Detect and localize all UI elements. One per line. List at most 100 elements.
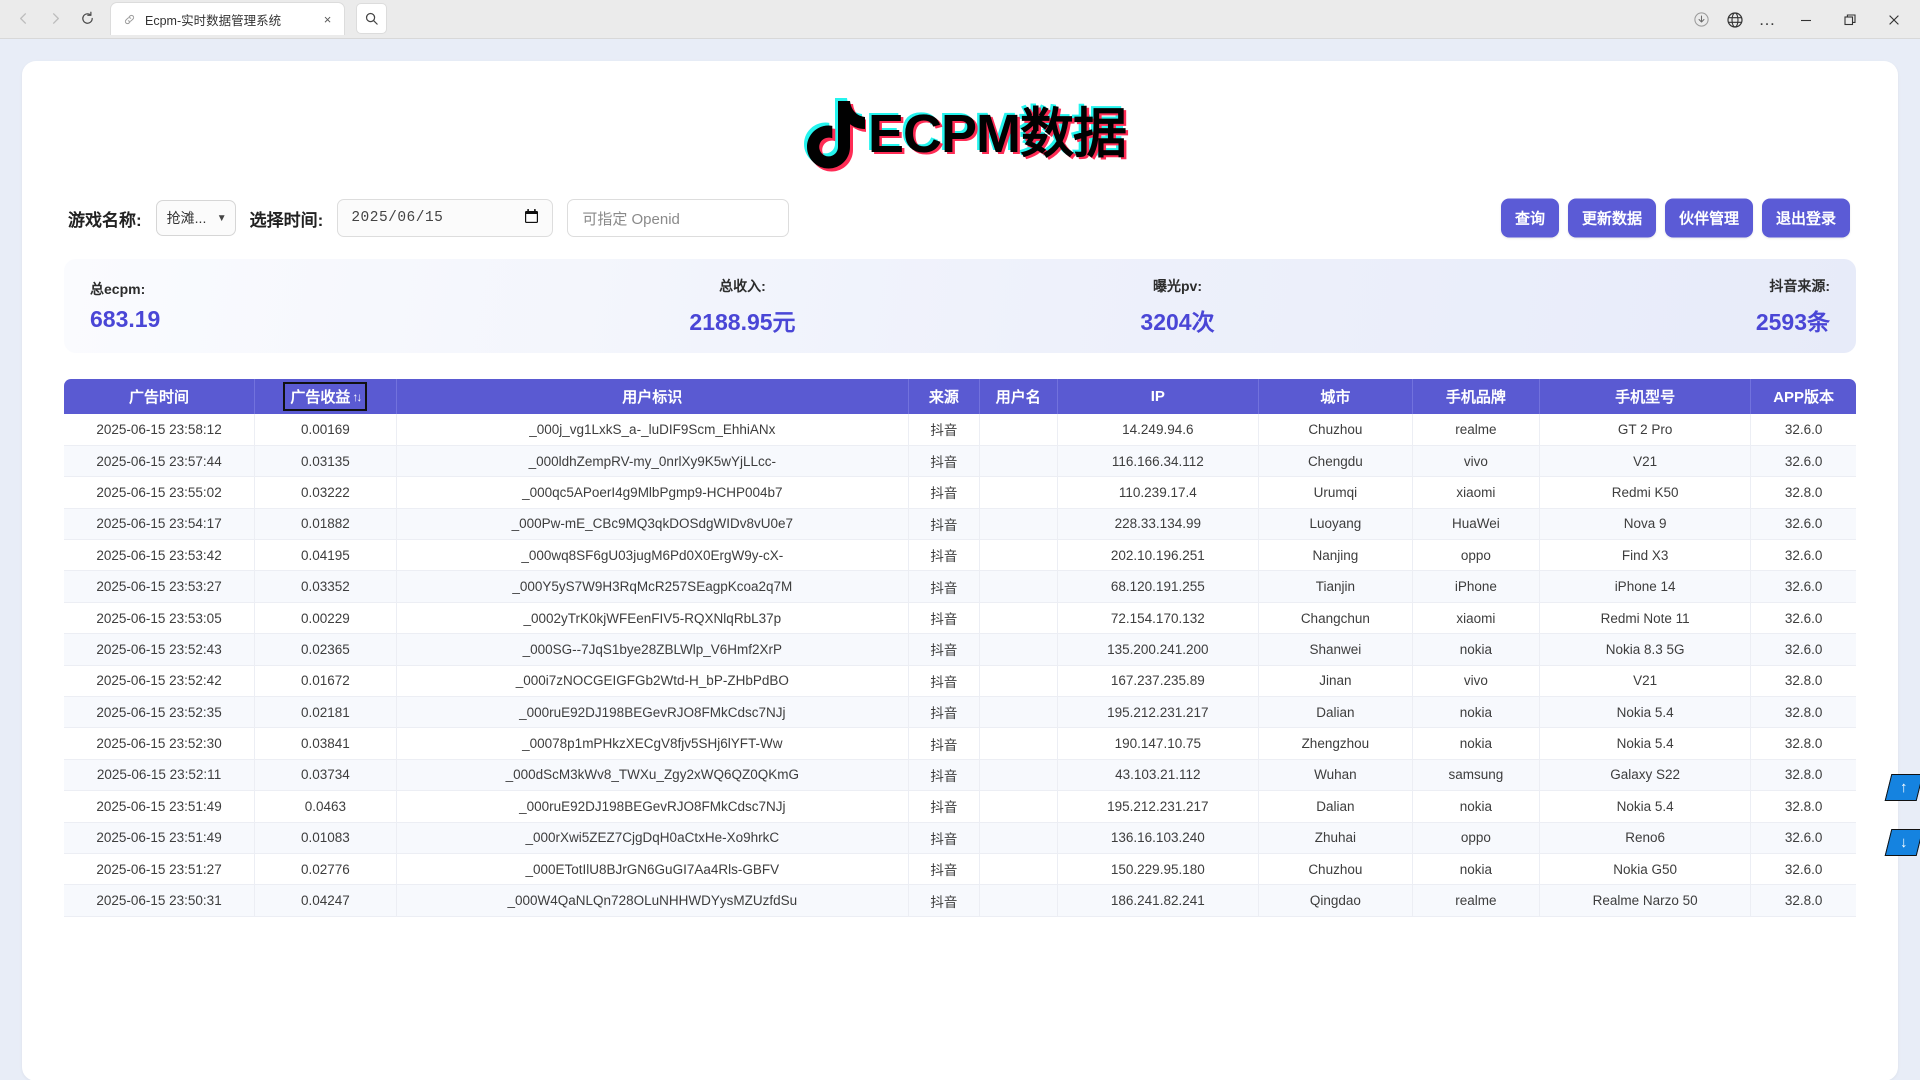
cell-time: 2025-06-15 23:53:05	[64, 602, 256, 635]
table-row[interactable]: 2025-06-15 23:53:42 0.04195 _000wq8SF6gU03…	[64, 539, 1856, 572]
scroll-down-button[interactable]: ↓	[1884, 829, 1920, 856]
chevron-down-icon: ▼	[216, 212, 227, 224]
column-header-user-id[interactable]: 用户标识	[396, 379, 909, 414]
cell-openid: _0002yTrK0kjWFEenFIV5-RQXNlqRbL37p	[396, 602, 909, 635]
download-icon[interactable]	[1685, 3, 1718, 36]
cell-revenue: 0.00229	[254, 602, 397, 635]
table-body: 2025-06-15 23:58:12 0.00169 _000j_vg1LxkS_…	[64, 414, 1856, 917]
cell-time: 2025-06-15 23:50:31	[64, 884, 256, 917]
cell-openid: _000ETotIlU8BJrGN6GuGI7Aa4Rls-GBFV	[396, 853, 909, 886]
cell-appver: 32.8.0	[1750, 665, 1856, 698]
logout-button[interactable]: 退出登录	[1761, 198, 1850, 238]
more-options-icon[interactable]: …	[1758, 9, 1777, 29]
minimize-icon[interactable]	[1784, 0, 1828, 39]
column-header-ad-time[interactable]: 广告时间	[64, 379, 256, 414]
back-icon[interactable]	[8, 4, 38, 34]
table-row[interactable]: 2025-06-15 23:54:17 0.01882 _000Pw-mE_CBc9…	[64, 508, 1856, 541]
partner-management-button[interactable]: 伙伴管理	[1664, 198, 1753, 238]
column-header-ad-revenue[interactable]: 广告收益 ↑↓	[254, 379, 397, 414]
cell-ip: 72.154.170.132	[1057, 602, 1259, 635]
table-row[interactable]: 2025-06-15 23:55:02 0.03222 _000qc5APoerI4…	[64, 476, 1856, 509]
cell-model: iPhone 14	[1539, 570, 1752, 603]
date-input-value: 2025/06/15	[351, 210, 444, 226]
cell-source: 抖音	[908, 539, 980, 572]
cell-brand: samsung	[1412, 759, 1540, 792]
column-header-phone-brand[interactable]: 手机品牌	[1412, 379, 1540, 414]
table-row[interactable]: 2025-06-15 23:52:42 0.01672 _000i7zNOCGEIG…	[64, 665, 1856, 698]
stat-douyin-source: 抖音来源: 2593条	[1395, 276, 1830, 337]
cell-city: Changchun	[1258, 602, 1413, 635]
column-header-app-version[interactable]: APP版本	[1750, 379, 1856, 414]
table-row[interactable]: 2025-06-15 23:51:49 0.0463 _000ruE92DJ198B…	[64, 790, 1856, 823]
forward-icon[interactable]	[40, 4, 70, 34]
cell-city: Qingdao	[1258, 884, 1413, 917]
table-row[interactable]: 2025-06-15 23:52:35 0.02181 _000ruE92DJ198…	[64, 696, 1856, 729]
cell-revenue: 0.03135	[254, 445, 397, 478]
cell-source: 抖音	[908, 445, 980, 478]
table-row[interactable]: 2025-06-15 23:50:31 0.04247 _000W4QaNLQn72…	[64, 884, 1856, 917]
column-header-label: 广告收益	[290, 389, 351, 406]
maximize-icon[interactable]	[1828, 0, 1872, 39]
table-row[interactable]: 2025-06-15 23:57:44 0.03135 _000ldhZempRV-…	[64, 445, 1856, 478]
cell-appver: 32.8.0	[1750, 476, 1856, 509]
table-row[interactable]: 2025-06-15 23:52:43 0.02365 _000SG--7JqS1b…	[64, 633, 1856, 666]
tab-search-icon[interactable]	[356, 2, 387, 34]
column-header-phone-model[interactable]: 手机型号	[1539, 379, 1752, 414]
update-data-button[interactable]: 更新数据	[1567, 198, 1656, 238]
table-row[interactable]: 2025-06-15 23:51:49 0.01083 _000rXwi5ZEZ7C…	[64, 822, 1856, 854]
cell-username	[979, 445, 1058, 478]
cell-appver: 32.6.0	[1750, 414, 1856, 446]
cell-brand: xiaomi	[1412, 602, 1540, 635]
cell-appver: 32.6.0	[1750, 633, 1856, 666]
openid-input[interactable]: 可指定 Openid	[567, 199, 790, 237]
sort-toggle-ad-revenue[interactable]: 广告收益 ↑↓	[283, 382, 368, 411]
page-body: ECPM数据 游戏名称: 抢滩... ▼ 选择时间: 2025/06/15 可指…	[0, 39, 1920, 1080]
table-row[interactable]: 2025-06-15 23:52:30 0.03841 _00078p1mPHkzX…	[64, 727, 1856, 760]
app-card: ECPM数据 游戏名称: 抢滩... ▼ 选择时间: 2025/06/15 可指…	[22, 61, 1898, 1080]
scroll-up-button[interactable]: ↑	[1884, 774, 1920, 801]
query-button[interactable]: 查询	[1500, 198, 1559, 238]
cell-brand: oppo	[1412, 539, 1540, 572]
tab-close-icon[interactable]: ×	[323, 11, 332, 27]
cell-revenue: 0.04247	[254, 884, 397, 917]
cell-model: Nokia 5.4	[1539, 696, 1752, 729]
cell-username	[979, 414, 1058, 446]
cell-revenue: 0.03841	[254, 727, 397, 760]
table-row[interactable]: 2025-06-15 23:53:05 0.00229 _0002yTrK0kjWF…	[64, 602, 1856, 635]
cell-city: Wuhan	[1258, 759, 1413, 792]
table-row[interactable]: 2025-06-15 23:52:11 0.03734 _000dScM3kWv8_…	[64, 759, 1856, 792]
cell-source: 抖音	[908, 759, 980, 792]
date-input[interactable]: 2025/06/15	[337, 199, 554, 237]
reload-icon[interactable]	[72, 4, 102, 34]
calendar-icon[interactable]	[524, 208, 539, 229]
cell-openid: _000wq8SF6gU03jugM6Pd0X0ErgW9y-cX-	[396, 539, 909, 572]
cell-model: Reno6	[1539, 822, 1752, 854]
cell-model: GT 2 Pro	[1539, 414, 1752, 446]
cell-time: 2025-06-15 23:57:44	[64, 445, 256, 478]
cell-ip: 190.147.10.75	[1057, 727, 1259, 760]
table-row[interactable]: 2025-06-15 23:53:27 0.03352 _000Y5yS7W9H3R…	[64, 570, 1856, 603]
cell-openid: _000ruE92DJ198BEGevRJO8FMkCdsc7NJj	[396, 696, 909, 729]
cell-time: 2025-06-15 23:51:49	[64, 822, 256, 854]
table-row[interactable]: 2025-06-15 23:58:12 0.00169 _000j_vg1LxkS_…	[64, 414, 1856, 446]
column-header-source[interactable]: 来源	[908, 379, 980, 414]
table-row[interactable]: 2025-06-15 23:51:27 0.02776 _000ETotIlU8BJ…	[64, 853, 1856, 886]
close-icon[interactable]	[1872, 0, 1916, 39]
browser-tab[interactable]: Ecpm-实时数据管理系统 ×	[110, 2, 345, 35]
column-header-city[interactable]: 城市	[1258, 379, 1413, 414]
cell-ip: 136.16.103.240	[1057, 822, 1259, 854]
cell-appver: 32.6.0	[1750, 508, 1856, 541]
game-select[interactable]: 抢滩... ▼	[155, 200, 236, 236]
cell-brand: realme	[1412, 884, 1540, 917]
globe-icon[interactable]	[1718, 3, 1751, 36]
cell-ip: 186.241.82.241	[1057, 884, 1259, 917]
cell-city: Nanjing	[1258, 539, 1413, 572]
column-header-username[interactable]: 用户名	[979, 379, 1058, 414]
cell-model: Nokia G50	[1539, 853, 1752, 886]
cell-openid: _000W4QaNLQn728OLuNHHWDYysMZUzfdSu	[396, 884, 909, 917]
action-buttons: 查询 更新数据 伙伴管理 退出登录	[1500, 198, 1850, 238]
column-header-ip[interactable]: IP	[1057, 379, 1259, 414]
cell-source: 抖音	[908, 508, 980, 541]
cell-openid: _000i7zNOCGEIGFGb2Wtd-H_bP-ZHbPdBO	[396, 665, 909, 698]
page-title: ECPM数据	[867, 104, 1127, 164]
